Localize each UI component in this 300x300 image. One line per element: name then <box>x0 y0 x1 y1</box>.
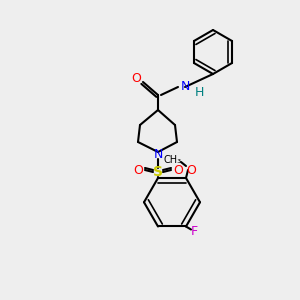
Text: F: F <box>190 225 198 238</box>
Text: O: O <box>173 164 183 176</box>
Text: N: N <box>153 148 163 160</box>
Text: O: O <box>131 73 141 85</box>
Text: CH₃: CH₃ <box>164 155 182 165</box>
Text: O: O <box>186 164 196 176</box>
Text: S: S <box>153 165 163 179</box>
Text: H: H <box>194 85 204 98</box>
Text: O: O <box>133 164 143 176</box>
Text: N: N <box>180 80 190 94</box>
